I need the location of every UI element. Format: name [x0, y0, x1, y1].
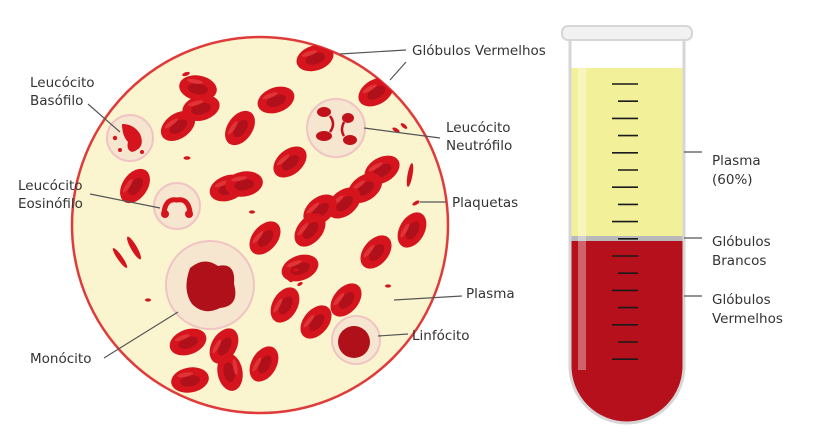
tube-label-brancos-line2: Brancos	[712, 253, 766, 269]
tube-rim	[561, 25, 693, 41]
platelet	[182, 71, 190, 77]
label-neutrofilo-line2: Neutrófilo	[446, 138, 512, 154]
smear-labels: Glóbulos Vermelhos Leucócito Basófilo Le…	[18, 43, 546, 367]
label-plasma: Plasma	[466, 286, 515, 302]
leader-lines	[87, 49, 463, 359]
tube-red-cells-layer	[570, 241, 684, 423]
eosinophil-cell	[153, 182, 201, 230]
platelet	[297, 281, 303, 287]
label-globulos-vermelhos: Glóbulos Vermelhos	[412, 43, 546, 59]
label-linfocito: Linfócito	[412, 328, 470, 344]
monocyte-cell	[165, 240, 255, 330]
label-monocito: Monócito	[30, 351, 91, 367]
platelet	[385, 284, 391, 288]
platelet	[412, 200, 420, 206]
tube-label-brancos-line1: Glóbulos	[712, 234, 771, 250]
label-eosinofilo-line2: Eosinófilo	[18, 196, 83, 212]
label-neutrofilo-line1: Leucócito	[446, 120, 511, 136]
platelet	[249, 210, 255, 214]
lymphocyte-cell	[331, 315, 381, 365]
platelet	[112, 248, 128, 268]
platelet	[293, 268, 299, 272]
tube-label-plasma-line2: (60%)	[712, 172, 753, 188]
test-tube: Plasma (60%) Glóbulos Brancos Glóbulos V…	[561, 25, 783, 425]
platelet	[406, 163, 414, 187]
platelet	[127, 236, 141, 260]
blood-smear-circle	[70, 35, 450, 415]
platelet	[287, 277, 293, 283]
tube-label-plasma-line1: Plasma	[712, 153, 761, 169]
label-basofilo-line1: Leucócito	[30, 75, 95, 91]
platelet	[392, 127, 400, 133]
platelet	[183, 156, 191, 160]
label-basofilo-line2: Basófilo	[30, 93, 83, 109]
tube-scale-ticks	[612, 83, 638, 361]
tube-label-vermelhos-line1: Glóbulos	[712, 292, 771, 308]
platelet	[145, 298, 151, 302]
label-plaquetas: Plaquetas	[452, 195, 518, 211]
tube-outline	[568, 36, 686, 425]
label-eosinofilo-line1: Leucócito	[18, 178, 83, 194]
platelet	[400, 123, 408, 129]
platelets	[112, 71, 420, 302]
neutrophil-cell	[306, 98, 366, 158]
basophil-cell	[106, 114, 154, 162]
tube-label-vermelhos-line2: Vermelhos	[712, 311, 783, 327]
